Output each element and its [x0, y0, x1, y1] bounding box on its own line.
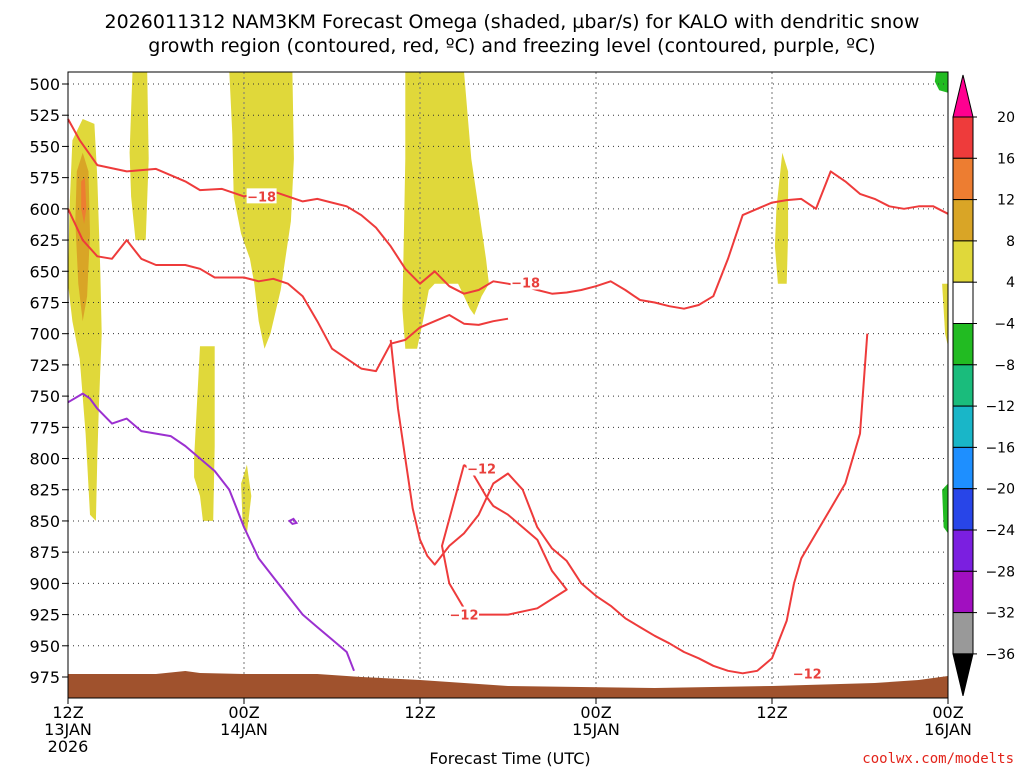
grid-lines — [68, 72, 948, 698]
plot-frame — [67, 71, 949, 699]
contour-label-bg — [449, 606, 479, 622]
contour-label-bg — [466, 460, 497, 476]
x-tick-label: 13JAN — [44, 720, 92, 739]
colorbar-swatch — [952, 281, 974, 325]
contour-label-bg — [510, 274, 541, 290]
omega-shade-region — [81, 177, 87, 224]
dgz-contour-line — [67, 208, 509, 373]
colorbar-swatch — [952, 199, 974, 242]
y-axis: 500 525 550 575 600 625 650 675 700 725 750 775 800 8… — [29, 75, 68, 687]
y-tick-label: 925 — [29, 606, 60, 625]
dgz-contour-line — [389, 333, 869, 675]
y-tick-label: 775 — [29, 418, 60, 437]
omega-shade-region — [942, 283, 948, 347]
colorbar-label: 4 — [1006, 275, 1015, 291]
y-tick-label: 750 — [29, 387, 60, 406]
x-tick-label: 2026 — [48, 737, 89, 756]
contour-label: −18 — [511, 276, 540, 291]
colorbar-bottom-arrow — [952, 653, 974, 697]
colorbar-label: −20 — [985, 482, 1015, 498]
colorbar-swatch — [952, 488, 974, 531]
colorbar-label: 20 — [997, 110, 1015, 126]
contour-layer: −18 −18 −12 −12 −12 — [67, 118, 949, 682]
y-tick-label: 650 — [29, 262, 60, 281]
colorbar-label: −24 — [985, 523, 1015, 539]
x-tick-label: 00Z — [228, 703, 259, 722]
chart-title-line2: growth region (contoured, red, ºC) and f… — [148, 35, 875, 57]
colorbar-swatch — [952, 323, 974, 366]
colorbar-label: −12 — [985, 399, 1015, 415]
credit-text: coolwx.com/modelts — [862, 751, 1014, 767]
x-tick-label: 12Z — [756, 703, 787, 722]
colorbar-label: 16 — [997, 151, 1015, 167]
colorbar-swatch — [952, 157, 974, 201]
omega-shade-region — [75, 152, 90, 322]
y-tick-label: 850 — [29, 512, 60, 531]
omega-shade-region — [129, 71, 149, 241]
omega-shade-region — [774, 152, 789, 284]
x-tick-label: 12Z — [404, 703, 435, 722]
colorbar-swatch — [952, 240, 974, 283]
contour-label: −18 — [247, 190, 276, 205]
colorbar-swatch — [952, 446, 974, 490]
y-tick-label: 500 — [29, 75, 60, 94]
y-tick-label: 675 — [29, 293, 60, 312]
dgz-contour-line — [441, 464, 568, 616]
x-tick-label: 00Z — [580, 703, 611, 722]
x-tick-label: 15JAN — [572, 720, 620, 739]
x-axis-label: Forecast Time (UTC) — [429, 749, 590, 768]
freezing-level-line — [67, 392, 355, 672]
omega-shade-region — [241, 464, 252, 534]
colorbar-label: 12 — [997, 193, 1015, 209]
colorbar-label: −4 — [994, 317, 1015, 333]
y-tick-label: 875 — [29, 543, 60, 562]
chart-title-line1: 2026011312 NAM3KM Forecast Omega (shaded… — [105, 11, 920, 33]
colorbar-label: −32 — [985, 606, 1015, 622]
colorbar-swatch — [952, 570, 974, 614]
colorbar-swatch — [952, 529, 974, 572]
omega-shade-region — [194, 346, 215, 521]
colorbar-label: 8 — [1006, 234, 1015, 250]
contour-label-bg — [246, 188, 277, 204]
contour-label: −12 — [450, 609, 479, 624]
colorbar-swatch — [952, 116, 974, 159]
y-tick-label: 600 — [29, 200, 60, 219]
colorbar-top-arrow — [952, 74, 974, 118]
colorbar-swatch — [952, 405, 974, 448]
colorbar-label: −28 — [985, 564, 1015, 580]
x-tick-label: 16JAN — [924, 720, 972, 739]
y-tick-label: 525 — [29, 106, 60, 125]
colorbar-swatch — [952, 364, 974, 407]
omega-shade-region — [934, 71, 948, 93]
contour-label-bg — [792, 665, 823, 681]
terrain-fill — [68, 671, 948, 698]
y-tick-label: 700 — [29, 325, 60, 344]
colorbar-label: −36 — [985, 647, 1015, 663]
y-tick-label: 825 — [29, 481, 60, 500]
contour-label: −12 — [793, 667, 822, 682]
y-tick-label: 900 — [29, 574, 60, 593]
freezing-level-blip — [287, 517, 299, 526]
y-tick-label: 725 — [29, 356, 60, 375]
y-tick-label: 625 — [29, 231, 60, 250]
y-tick-label: 550 — [29, 137, 60, 156]
y-tick-label: 975 — [29, 668, 60, 687]
x-tick-label: 00Z — [932, 703, 963, 722]
colorbar-label: −16 — [985, 440, 1015, 456]
x-tick-label: 12Z — [52, 703, 83, 722]
plot-area: −18 −18 −12 −12 −12 — [67, 71, 949, 699]
colorbar-label: −8 — [994, 358, 1015, 374]
colorbar: 20 16 12 8 4 −4 −8 −12 −16 −20 −24 −28 −32 −36 — [952, 74, 1015, 697]
terrain-layer — [68, 671, 948, 698]
y-tick-label: 950 — [29, 637, 60, 656]
x-tick-label: 14JAN — [220, 720, 268, 739]
y-tick-label: 575 — [29, 169, 60, 188]
colorbar-swatch — [952, 612, 974, 655]
contour-label: −12 — [467, 463, 496, 478]
y-tick-label: 800 — [29, 450, 60, 469]
